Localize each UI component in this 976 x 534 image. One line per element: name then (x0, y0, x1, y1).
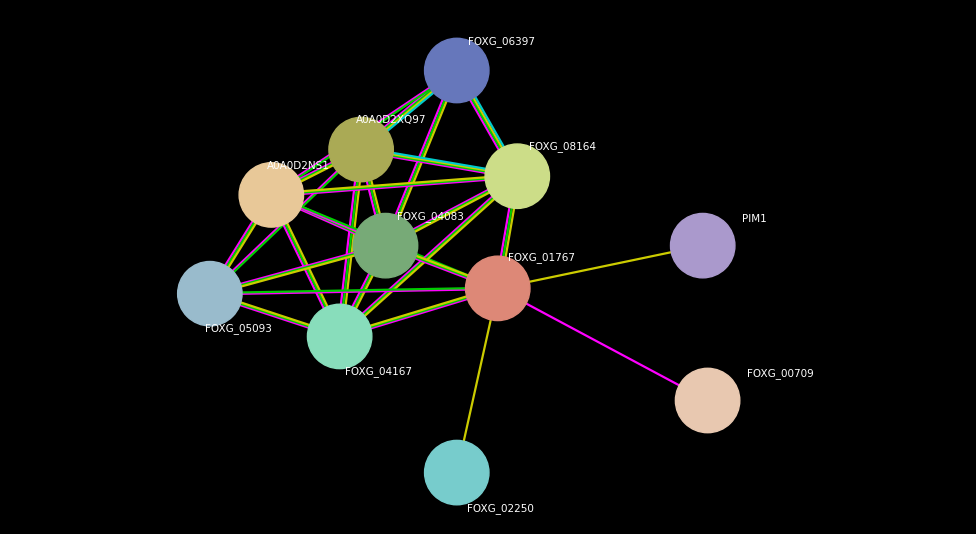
Text: FOXG_05093: FOXG_05093 (205, 323, 272, 334)
Ellipse shape (307, 304, 372, 368)
Text: FOXG_04167: FOXG_04167 (345, 366, 412, 376)
Ellipse shape (425, 38, 489, 103)
Text: A0A0D2NS1: A0A0D2NS1 (266, 161, 329, 170)
Text: A0A0D2XQ97: A0A0D2XQ97 (356, 115, 427, 125)
Text: FOXG_01767: FOXG_01767 (508, 252, 575, 263)
Ellipse shape (178, 262, 242, 326)
Text: FOXG_08164: FOXG_08164 (529, 142, 596, 152)
Text: FOXG_04083: FOXG_04083 (397, 211, 465, 222)
Ellipse shape (353, 214, 418, 278)
Text: FOXG_02250: FOXG_02250 (467, 504, 534, 514)
Text: FOXG_06397: FOXG_06397 (468, 36, 536, 46)
Ellipse shape (425, 441, 489, 505)
Ellipse shape (239, 163, 304, 227)
Ellipse shape (671, 214, 735, 278)
Ellipse shape (329, 117, 393, 182)
Ellipse shape (485, 144, 549, 208)
Text: FOXG_00709: FOXG_00709 (747, 368, 813, 379)
Text: PIM1: PIM1 (742, 214, 766, 224)
Ellipse shape (675, 368, 740, 433)
Ellipse shape (466, 256, 530, 320)
